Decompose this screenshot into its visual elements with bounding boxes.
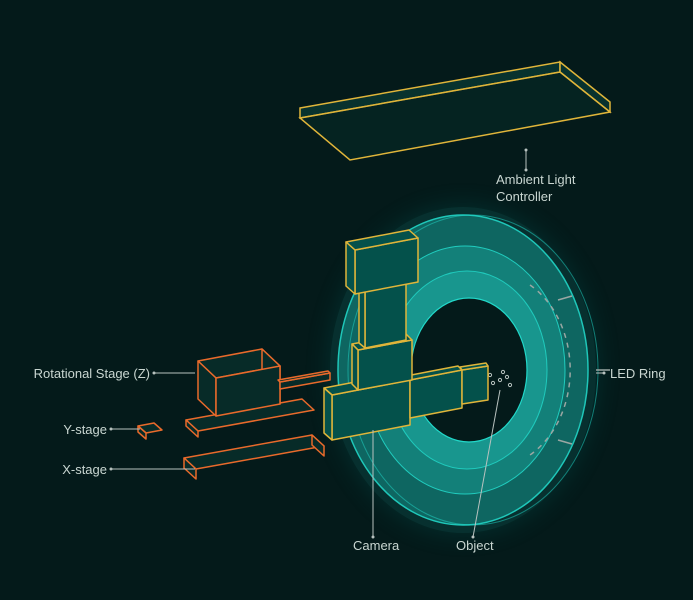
label-led-ring: LED Ring — [610, 366, 666, 383]
label-x-stage: X-stage — [62, 462, 107, 479]
label-ambient: Ambient LightController — [496, 172, 576, 206]
panel-icon — [300, 62, 610, 160]
label-y-stage: Y-stage — [63, 422, 107, 439]
stage-icon — [138, 349, 330, 479]
label-rot-stage: Rotational Stage (Z) — [34, 366, 150, 383]
label-camera: Camera — [353, 538, 399, 555]
label-object: Object — [456, 538, 494, 555]
